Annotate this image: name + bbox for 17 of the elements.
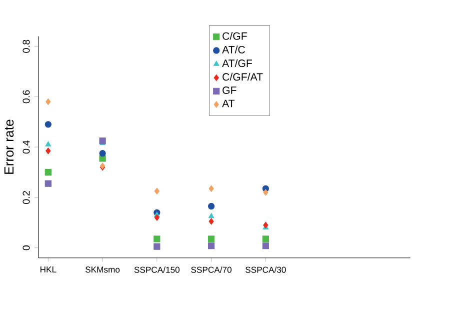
legend-label: GF (222, 86, 236, 94)
x-tick-label: HKL (40, 266, 56, 272)
y-tick-label: 0 (22, 245, 30, 250)
x-tick-label: SSPCA/30 (246, 266, 286, 273)
y-tick-label: 0.8 (22, 40, 30, 53)
y-tick-label: 0.4 (22, 140, 30, 154)
x-tick-label: SKMsmo (86, 266, 120, 272)
legend-label: C/GF (222, 32, 247, 40)
legend-label: AT/GF (222, 59, 252, 67)
y-axis-title: Error rate (4, 120, 14, 174)
legend-label: AT/C (222, 45, 245, 54)
legend-label: AT (222, 100, 235, 107)
y-tick-label: 0.6 (22, 90, 30, 103)
x-tick-label: SSPCA/70 (191, 266, 232, 273)
x-tick-label: SSPCA/150 (134, 266, 180, 273)
legend-label: C/GF/AT (222, 72, 263, 80)
y-tick-label: 0.2 (22, 190, 30, 204)
